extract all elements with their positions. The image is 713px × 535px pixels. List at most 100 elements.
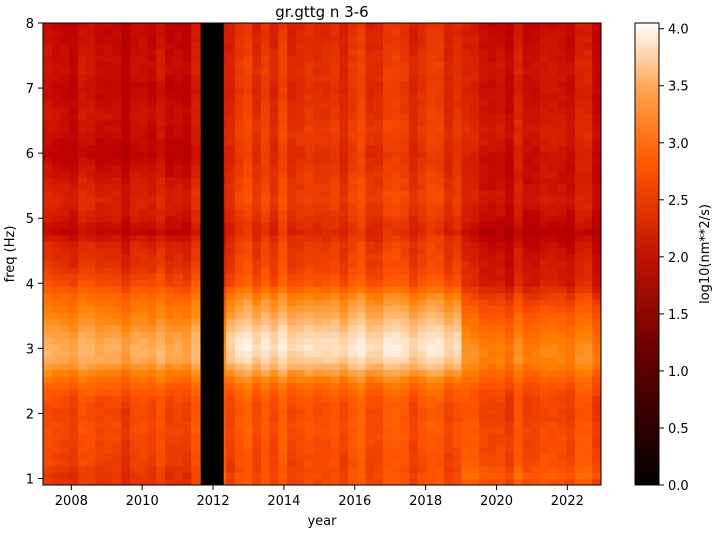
heatmap-cell bbox=[435, 311, 445, 319]
heatmap-cell bbox=[339, 266, 349, 274]
heatmap-cell bbox=[557, 177, 567, 185]
heatmap-cell bbox=[461, 29, 471, 37]
heatmap-cell bbox=[322, 93, 332, 101]
heatmap-cell bbox=[348, 292, 358, 300]
heatmap-cell bbox=[513, 202, 524, 210]
heatmap-cell bbox=[478, 331, 489, 339]
heatmap-cell bbox=[234, 125, 245, 133]
heatmap-cell bbox=[339, 388, 349, 396]
heatmap-cell bbox=[322, 55, 332, 63]
heatmap-cell bbox=[444, 369, 454, 377]
heatmap-cell bbox=[60, 74, 70, 82]
heatmap-cell bbox=[417, 55, 428, 63]
heatmap-cell bbox=[104, 202, 114, 210]
heatmap-cell bbox=[426, 465, 436, 473]
heatmap-cell bbox=[322, 209, 332, 217]
heatmap-cell bbox=[435, 87, 445, 95]
heatmap-cell bbox=[409, 414, 419, 422]
heatmap-cell bbox=[548, 427, 559, 435]
heatmap-cell bbox=[548, 254, 559, 262]
heatmap-cell bbox=[252, 23, 262, 31]
heatmap-cell bbox=[348, 266, 358, 274]
heatmap-cell bbox=[478, 266, 489, 274]
heatmap-cell bbox=[539, 138, 550, 146]
heatmap-cell bbox=[147, 170, 157, 178]
heatmap-cell bbox=[409, 382, 419, 390]
heatmap-cell bbox=[522, 112, 532, 120]
heatmap-cell bbox=[592, 183, 601, 191]
heatmap-cell bbox=[295, 61, 306, 69]
heatmap-cell bbox=[505, 93, 515, 101]
heatmap-cell bbox=[522, 177, 532, 185]
heatmap-cell bbox=[295, 273, 306, 281]
heatmap-cell bbox=[191, 48, 201, 56]
heatmap-cell bbox=[539, 119, 550, 127]
heatmap-cell bbox=[234, 356, 245, 364]
heatmap-cell bbox=[130, 144, 140, 152]
heatmap-cell bbox=[182, 35, 192, 43]
heatmap-cell bbox=[234, 132, 245, 140]
heatmap-cell bbox=[173, 427, 184, 435]
heatmap-cell bbox=[147, 478, 157, 485]
heatmap-cell bbox=[365, 318, 375, 326]
heatmap-cell bbox=[69, 324, 79, 332]
heatmap-cell bbox=[112, 29, 123, 37]
heatmap-cell bbox=[95, 170, 105, 178]
heatmap-cell bbox=[182, 177, 192, 185]
heatmap-cell bbox=[260, 183, 271, 191]
heatmap-cell bbox=[104, 452, 114, 460]
heatmap-cell bbox=[539, 337, 550, 345]
heatmap-cell bbox=[496, 93, 506, 101]
y-axis-label: freq (Hz) bbox=[3, 226, 18, 283]
heatmap-cell bbox=[226, 408, 236, 416]
heatmap-cell bbox=[156, 452, 166, 460]
heatmap-cell bbox=[322, 356, 332, 364]
heatmap-cell bbox=[313, 452, 323, 460]
heatmap-cell bbox=[391, 125, 402, 133]
heatmap-cell bbox=[226, 42, 236, 50]
heatmap-cell bbox=[330, 189, 341, 197]
heatmap-cell bbox=[182, 144, 192, 152]
heatmap-cell bbox=[60, 234, 70, 242]
heatmap-cell bbox=[417, 80, 428, 88]
heatmap-cell bbox=[287, 42, 297, 50]
heatmap-cell bbox=[478, 401, 489, 409]
heatmap-cell bbox=[95, 151, 105, 159]
heatmap-cell bbox=[330, 55, 341, 63]
heatmap-cell bbox=[234, 305, 245, 313]
heatmap-cell bbox=[147, 215, 157, 223]
heatmap-cell bbox=[130, 305, 140, 313]
heatmap-cell bbox=[147, 324, 157, 332]
heatmap-cell bbox=[487, 356, 497, 364]
heatmap-cell bbox=[112, 465, 123, 473]
heatmap-cell bbox=[252, 87, 262, 95]
heatmap-cell bbox=[165, 48, 175, 56]
heatmap-cell bbox=[452, 414, 463, 422]
heatmap-cell bbox=[513, 446, 524, 454]
heatmap-cell bbox=[234, 196, 245, 204]
heatmap-cell bbox=[252, 298, 262, 306]
heatmap-cell bbox=[130, 23, 140, 31]
heatmap-cell bbox=[330, 363, 341, 371]
heatmap-cell bbox=[583, 138, 593, 146]
heatmap-cell bbox=[165, 254, 175, 262]
heatmap-cell bbox=[156, 138, 166, 146]
heatmap-cell bbox=[156, 343, 166, 351]
heatmap-cell bbox=[69, 138, 79, 146]
heatmap-cell bbox=[226, 286, 236, 294]
heatmap-cell bbox=[252, 138, 262, 146]
heatmap-cell bbox=[60, 221, 70, 229]
heatmap-cell bbox=[478, 433, 489, 441]
heatmap-cell bbox=[400, 343, 410, 351]
x-tick-label: 2008 bbox=[55, 494, 88, 509]
heatmap-cell bbox=[304, 273, 314, 281]
heatmap-cell bbox=[95, 446, 105, 454]
heatmap-cell bbox=[548, 74, 559, 82]
heatmap-cell bbox=[365, 196, 375, 204]
heatmap-cell bbox=[557, 459, 567, 467]
heatmap-cell bbox=[121, 196, 131, 204]
y-tick-label: 2 bbox=[26, 407, 34, 422]
heatmap-cell bbox=[173, 395, 184, 403]
heatmap-cell bbox=[383, 286, 393, 294]
heatmap-cell bbox=[461, 87, 471, 95]
